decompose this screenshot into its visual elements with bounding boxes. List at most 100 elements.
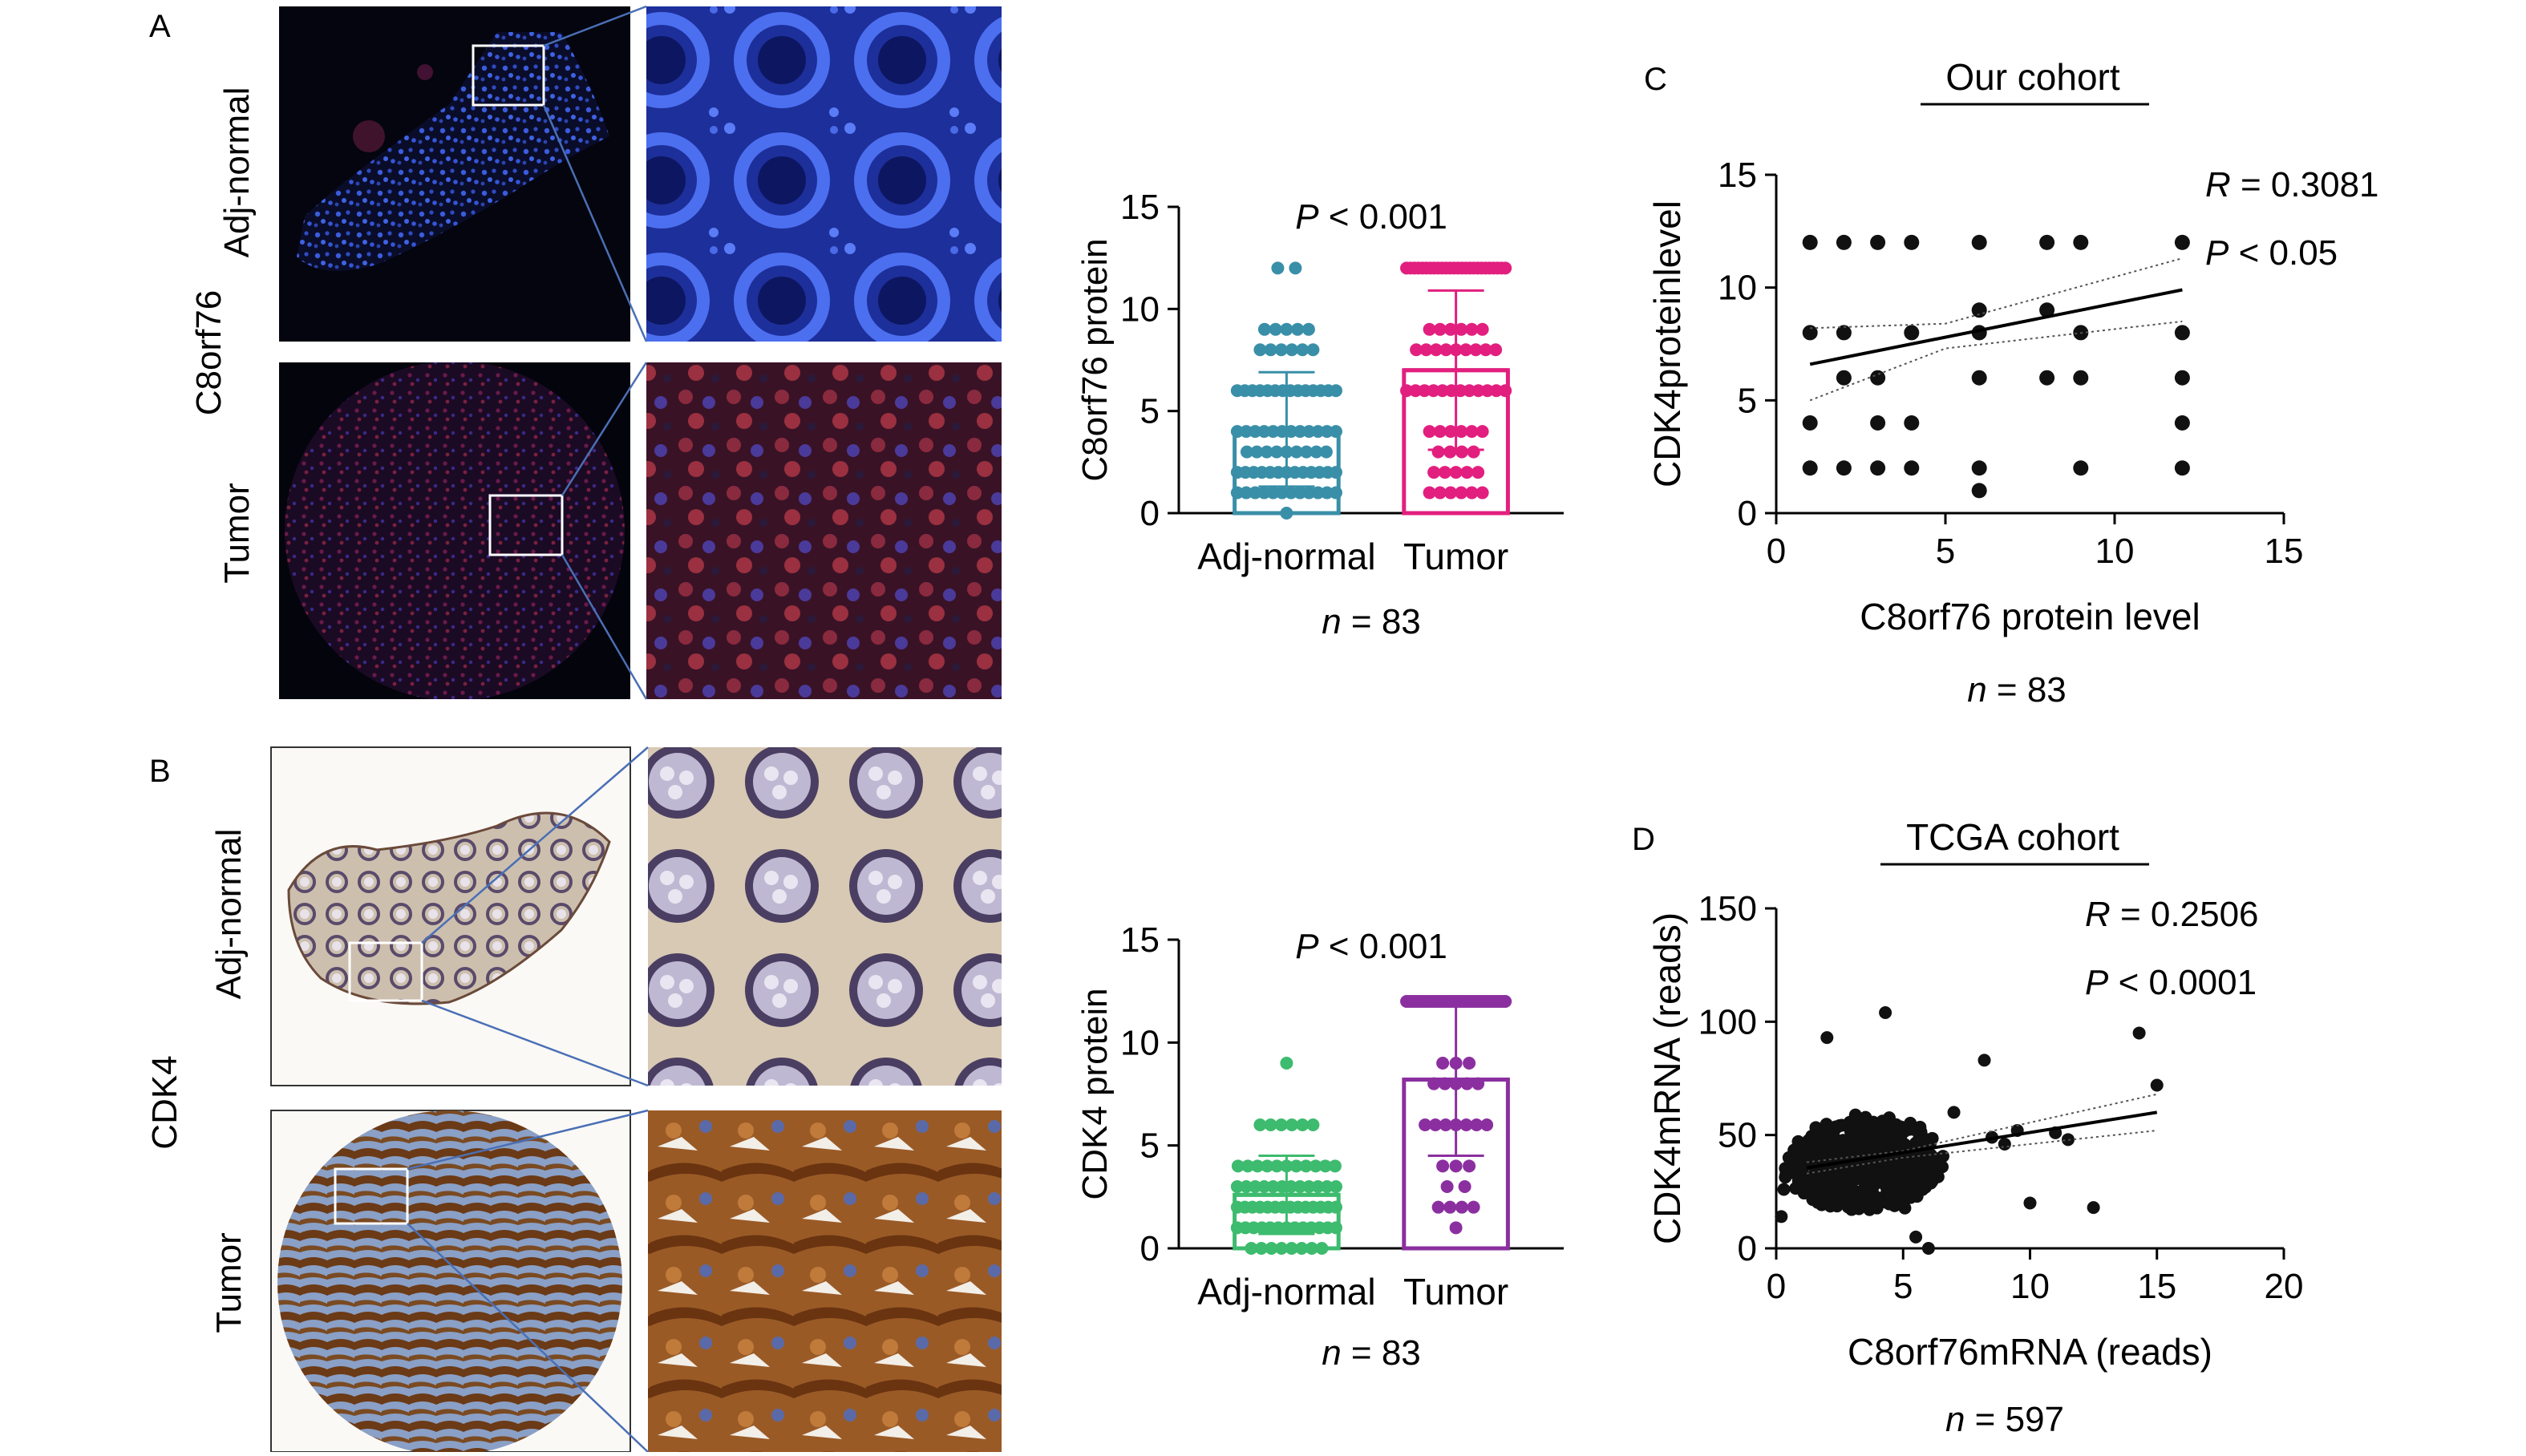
data-point: [1433, 425, 1447, 439]
data-point: [1320, 1180, 1334, 1193]
data-point: [1274, 343, 1288, 357]
data-point: [1449, 343, 1463, 357]
data-point: [1445, 384, 1459, 398]
data-point: [1870, 234, 1886, 250]
data-point: [1257, 322, 1271, 336]
bar-a-stat: P < 0.001: [1295, 197, 1447, 237]
data-point: [1315, 1242, 1329, 1255]
data-point: [1329, 486, 1342, 499]
data-point: [1799, 1177, 1813, 1191]
data-point: [1249, 486, 1262, 499]
panel-d-heading: TCGA cohort: [1906, 816, 2119, 858]
ci-lower: [1806, 1130, 2157, 1175]
data-point: [1300, 445, 1314, 459]
panel-c-heading: Our cohort: [1945, 56, 2120, 98]
data-point: [1449, 1118, 1463, 1131]
data-point: [1433, 322, 1447, 336]
data-point: [2073, 460, 2089, 476]
zoom-line: [561, 362, 648, 496]
data-point: [1329, 466, 1342, 479]
y-tick-label: 5: [1140, 1126, 1160, 1166]
x-tick-label: 10: [2010, 1267, 2050, 1306]
data-point: [1499, 995, 1512, 1008]
panel-a: A C8orf76 Adj-normal Tumor: [149, 5, 1564, 700]
data-point: [1848, 1173, 1861, 1187]
data-point: [1480, 1118, 1494, 1131]
data-point: [1444, 486, 1457, 499]
data-point: [1423, 425, 1436, 439]
panel-c-letter: C: [1644, 62, 1667, 97]
data-point: [2073, 234, 2089, 250]
data-point: [1329, 1200, 1342, 1214]
data-point: [1443, 1200, 1457, 1214]
data-point: [1275, 1242, 1289, 1255]
data-point: [1826, 1192, 1840, 1206]
data-point: [1463, 1159, 1476, 1173]
data-point: [1305, 1242, 1318, 1255]
x-tick-label: Adj-normal: [1197, 1271, 1375, 1312]
x-tick-label: 5: [1936, 532, 1955, 571]
y-tick-label: 0: [1140, 1229, 1160, 1268]
data-point: [1836, 460, 1852, 476]
ci-upper: [1806, 1093, 2157, 1163]
data-point: [1882, 1170, 1896, 1183]
data-point: [1419, 1118, 1432, 1131]
data-point: [1428, 1118, 1442, 1131]
x-tick-label: 20: [2265, 1267, 2304, 1306]
data-point: [1427, 1077, 1441, 1090]
zoom-line: [407, 1109, 649, 1171]
bar-a-n: n = 83: [1322, 602, 1421, 641]
data-point: [1280, 1057, 1293, 1070]
data-point: [1476, 322, 1489, 336]
data-point: [1460, 466, 1474, 479]
data-point: [1269, 322, 1282, 336]
data-point: [1777, 1183, 1791, 1196]
y-tick-label: 15: [1718, 156, 1757, 195]
x-tick-label: Tumor: [1403, 1271, 1508, 1312]
data-point: [1870, 460, 1886, 476]
panel-c-n: n = 83: [1967, 670, 2067, 710]
data-point: [1264, 1118, 1277, 1131]
data-point: [1329, 384, 1342, 398]
data-point: [1444, 425, 1457, 439]
data-point: [1455, 425, 1468, 439]
ihc-tumor-zoom-box: [334, 1167, 409, 1225]
data-point: [1469, 343, 1483, 357]
y-tick-label: 50: [1718, 1116, 1757, 1155]
data-point: [1470, 1118, 1484, 1131]
data-point: [1230, 486, 1244, 499]
data-point: [1249, 425, 1262, 439]
data-point: [1329, 425, 1342, 439]
data-point: [1280, 322, 1293, 336]
ihc-tumor-zoom-image: [648, 1110, 1002, 1452]
data-point: [1436, 1159, 1450, 1173]
data-point: [1802, 234, 1818, 250]
y-tick-label: 150: [1698, 889, 1757, 928]
data-point: [1285, 1242, 1298, 1255]
x-tick-label: Tumor: [1403, 536, 1508, 577]
y-tick-label: 15: [1120, 920, 1160, 960]
data-point: [1444, 322, 1457, 336]
data-point: [1455, 486, 1468, 499]
data-point: [1971, 370, 1987, 386]
data-point: [1301, 322, 1315, 336]
data-point: [1423, 322, 1436, 336]
data-point: [1862, 1193, 1876, 1207]
y-axis-label: CDK4mRNA (reads): [1646, 912, 1688, 1244]
if-normal-image: [279, 6, 630, 342]
data-point: [1971, 234, 1987, 250]
data-point: [1471, 466, 1485, 479]
data-point: [1293, 425, 1307, 439]
data-point: [1467, 445, 1480, 459]
data-point: [1240, 486, 1253, 499]
data-point: [1306, 343, 1320, 357]
data-point: [1266, 1180, 1280, 1193]
data-point: [1280, 507, 1293, 520]
panel-a-row-label: C8orf76: [189, 290, 229, 416]
data-point: [1947, 1106, 1961, 1119]
fit-line: [1806, 1110, 2158, 1170]
data-point: [1879, 1006, 1892, 1020]
data-point: [1775, 1210, 1788, 1223]
data-point: [1431, 1200, 1445, 1214]
